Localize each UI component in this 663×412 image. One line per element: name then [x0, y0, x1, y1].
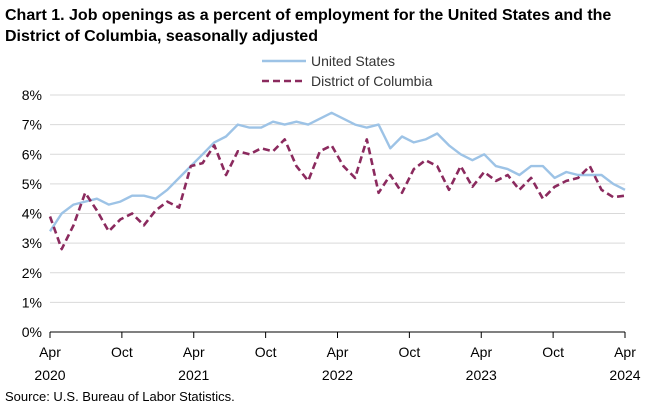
y-tick-label: 5% [22, 176, 42, 192]
y-tick-label: 6% [22, 146, 42, 162]
x-tick-year-label: 2024 [609, 367, 640, 383]
source-note: Source: U.S. Bureau of Labor Statistics. [5, 389, 235, 404]
x-tick-label: Oct [398, 344, 420, 360]
chart-title: Chart 1. Job openings as a percent of em… [5, 7, 612, 45]
series-line-united-states [48, 111, 626, 232]
y-tick-label: 3% [22, 235, 42, 251]
x-tick-label: Apr [183, 344, 205, 360]
x-tick-label: Oct [542, 344, 564, 360]
y-axis-tick-labels: 0% 1% 2% 3% 4% 5% 6% 7% 8% [22, 87, 42, 340]
x-tick-year-label: 2022 [322, 367, 353, 383]
legend: United States District of Columbia [262, 53, 433, 89]
y-tick-label: 0% [22, 324, 42, 340]
y-tick-label: 7% [22, 117, 42, 133]
y-tick-label: 8% [22, 87, 42, 103]
x-tick-label: Oct [111, 344, 133, 360]
data-series [48, 111, 626, 251]
series-line-district-of-columbia [48, 138, 626, 251]
x-tick-label: Apr [614, 344, 636, 360]
y-tick-label: 2% [22, 265, 42, 281]
x-axis: Apr 2020 Oct Apr 2021 Oct Apr 2022 Oct Apr 2023 Oct… [34, 332, 641, 383]
x-tick-label: Oct [255, 344, 277, 360]
legend-label: United States [311, 53, 395, 69]
x-tick-year-label: 2020 [34, 367, 65, 383]
y-tick-label: 4% [22, 206, 42, 222]
x-tick-year-label: 2021 [178, 367, 209, 383]
legend-label: District of Columbia [311, 73, 433, 89]
x-tick-label: Apr [39, 344, 61, 360]
x-tick-label: Apr [327, 344, 349, 360]
gridlines [50, 94, 625, 333]
x-tick-label: Apr [470, 344, 492, 360]
x-tick-year-label: 2023 [466, 367, 497, 383]
y-tick-label: 1% [22, 294, 42, 310]
